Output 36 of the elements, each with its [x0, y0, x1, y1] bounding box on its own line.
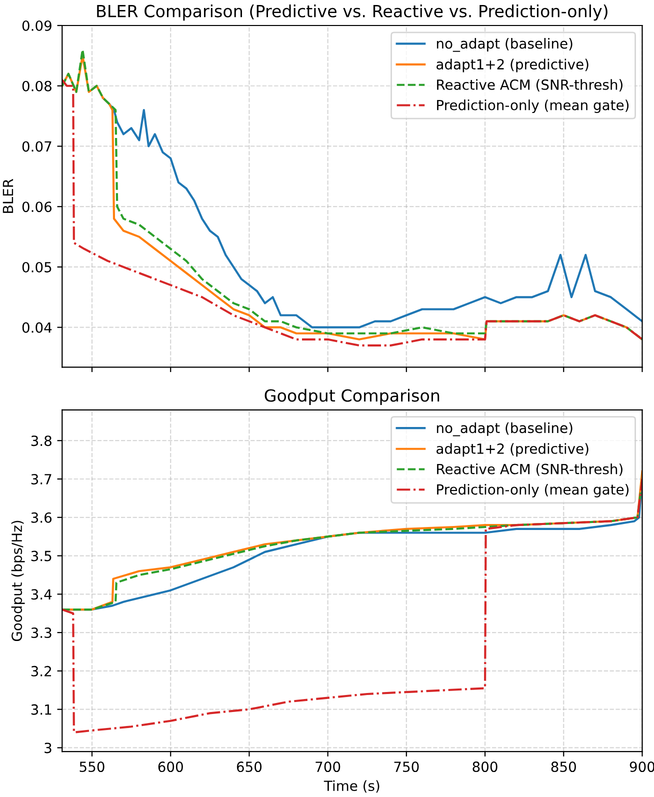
y-tick-label: 3.2 [31, 666, 52, 676]
x-tick-label: 550 [80, 762, 104, 772]
y-tick-label: 3.7 [31, 474, 52, 484]
legend-label: adapt1+2 (predictive) [436, 443, 588, 457]
chart-title: Goodput Comparison [264, 388, 440, 406]
y-axis-title: Goodput (bps/Hz) [11, 520, 25, 642]
chart-title: BLER Comparison (Predictive vs. Reactive vs. Prediction-only) [97, 4, 608, 21]
y-tick-label: 3.8 [31, 436, 52, 446]
legend-label: Prediction-only (mean gate) [437, 484, 629, 498]
legend-label: adapt1+2 (predictive) [436, 58, 588, 72]
legend-label: Reactive ACM (SNR-thresh) [437, 79, 622, 92]
x-tick-label: 850 [551, 762, 576, 772]
legend-label: Prediction-only (mean gate) [437, 100, 629, 113]
y-tick-label: 3.1 [31, 704, 52, 715]
y-tick-label: 3.3 [31, 628, 52, 638]
x-tick-label: 700 [316, 762, 340, 772]
y-tick-label: 0.06 [22, 202, 52, 212]
y-tick-label: 3.4 [31, 589, 52, 600]
x-tick-label: 650 [236, 762, 262, 772]
line-series [62, 478, 642, 734]
y-axis-title: BLER [2, 178, 14, 213]
y-tick-label: 3.5 [31, 550, 52, 562]
y-tick-label: 3.6 [31, 512, 52, 523]
x-tick-label: 750 [394, 762, 419, 772]
legend-label: Reactive ACM (SNR-thresh) [437, 464, 622, 476]
y-tick-label: 0.09 [22, 20, 52, 31]
y-tick-label: 0.04 [22, 322, 52, 333]
y-tick-label: 3 [44, 742, 52, 754]
legend-label: no_adapt (baseline) [436, 422, 572, 436]
y-tick-label: 0.07 [22, 141, 52, 152]
y-tick-label: 0.05 [22, 262, 52, 272]
x-tick-label: 800 [472, 762, 498, 772]
x-tick-label: 600 [158, 762, 183, 772]
y-tick-label: 0.08 [22, 80, 52, 92]
legend-label: no_adapt (baseline) [436, 38, 572, 52]
x-axis-title: Time (s) [324, 780, 380, 793]
